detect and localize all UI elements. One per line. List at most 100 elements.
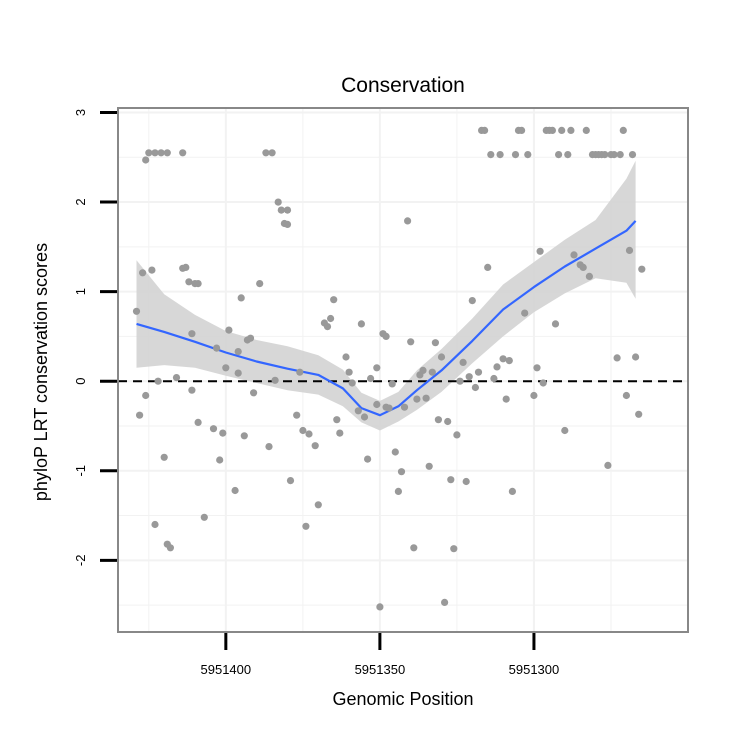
- data-point: [216, 456, 224, 464]
- data-point: [622, 391, 631, 400]
- data-point: [296, 368, 304, 376]
- data-point: [240, 432, 248, 440]
- y-tick-label: 2: [73, 198, 88, 205]
- data-point: [496, 151, 504, 159]
- data-point: [345, 368, 353, 376]
- data-point: [564, 151, 572, 159]
- data-point: [305, 430, 313, 438]
- data-point: [450, 545, 458, 553]
- data-point: [364, 455, 372, 463]
- data-point: [407, 338, 415, 346]
- data-point: [632, 353, 640, 361]
- data-point: [471, 383, 479, 392]
- data-point: [157, 149, 165, 157]
- data-point: [502, 395, 510, 403]
- data-point: [188, 386, 196, 394]
- data-point: [357, 320, 365, 328]
- data-point: [481, 126, 489, 134]
- data-point: [154, 377, 162, 385]
- data-point: [601, 151, 609, 159]
- data-point: [342, 353, 350, 361]
- data-point: [579, 263, 587, 271]
- data-point: [376, 603, 384, 611]
- data-point: [441, 598, 449, 607]
- data-points: [132, 126, 646, 611]
- y-axis-label: phyloP LRT conservation scores: [31, 243, 51, 501]
- x-axis-label: Genomic Position: [332, 689, 473, 709]
- x-tick-label: 5951400: [201, 662, 252, 677]
- data-point: [336, 429, 344, 437]
- data-point: [139, 269, 147, 277]
- data-point: [459, 358, 467, 366]
- y-tick-label: 0: [73, 378, 88, 385]
- data-point: [555, 151, 563, 159]
- data-point: [638, 265, 646, 273]
- data-point: [142, 156, 150, 164]
- data-point: [132, 307, 141, 315]
- data-point: [237, 294, 245, 302]
- data-point: [160, 453, 168, 461]
- data-point: [299, 426, 307, 435]
- data-point: [277, 206, 285, 214]
- data-point: [613, 354, 621, 362]
- data-point: [194, 418, 202, 426]
- data-point: [194, 280, 202, 288]
- data-point: [447, 476, 455, 484]
- data-point: [323, 323, 332, 331]
- data-point: [209, 425, 218, 433]
- data-point: [444, 417, 452, 426]
- data-point: [610, 151, 618, 159]
- data-point: [333, 416, 341, 424]
- data-point: [468, 297, 476, 305]
- data-point: [256, 280, 264, 288]
- data-point: [453, 431, 461, 439]
- data-point: [348, 379, 356, 387]
- data-point: [505, 357, 513, 365]
- data-point: [373, 364, 381, 372]
- data-point: [283, 206, 292, 214]
- data-point: [293, 411, 301, 419]
- data-point: [314, 501, 322, 509]
- data-point: [474, 368, 483, 376]
- data-point: [151, 520, 159, 529]
- data-point: [225, 326, 233, 334]
- data-point: [188, 330, 196, 338]
- data-point: [231, 486, 239, 495]
- data-point: [465, 373, 473, 381]
- data-point: [635, 410, 643, 418]
- data-point: [551, 320, 560, 328]
- data-point: [582, 126, 590, 134]
- axes: 3 2 1 0 -1 -2 5951400 5951350 5951300: [73, 107, 689, 677]
- data-point: [536, 247, 544, 255]
- data-point: [400, 403, 409, 411]
- chart-title: Conservation: [341, 74, 465, 97]
- data-point: [327, 314, 335, 323]
- data-point: [219, 429, 227, 437]
- data-point: [330, 296, 338, 304]
- data-point: [179, 149, 187, 157]
- data-point: [182, 263, 190, 271]
- data-point: [425, 462, 433, 470]
- data-point: [530, 391, 538, 400]
- data-point: [172, 374, 181, 382]
- data-point: [431, 339, 439, 347]
- data-point: [185, 278, 193, 286]
- data-point: [561, 426, 569, 435]
- data-point: [499, 355, 507, 363]
- data-point: [419, 366, 427, 374]
- data-point: [493, 363, 501, 371]
- data-point: [148, 266, 156, 274]
- panel-border: [117, 107, 689, 633]
- data-point: [413, 395, 421, 403]
- x-tick-label: 5951350: [355, 662, 406, 677]
- data-point: [524, 151, 532, 159]
- data-point: [539, 379, 547, 387]
- x-tick-label: 5951300: [509, 662, 560, 677]
- data-point: [234, 348, 242, 356]
- data-point: [265, 443, 273, 451]
- data-point: [166, 544, 174, 552]
- data-point: [397, 468, 406, 476]
- data-point: [570, 251, 578, 259]
- data-point: [437, 353, 446, 361]
